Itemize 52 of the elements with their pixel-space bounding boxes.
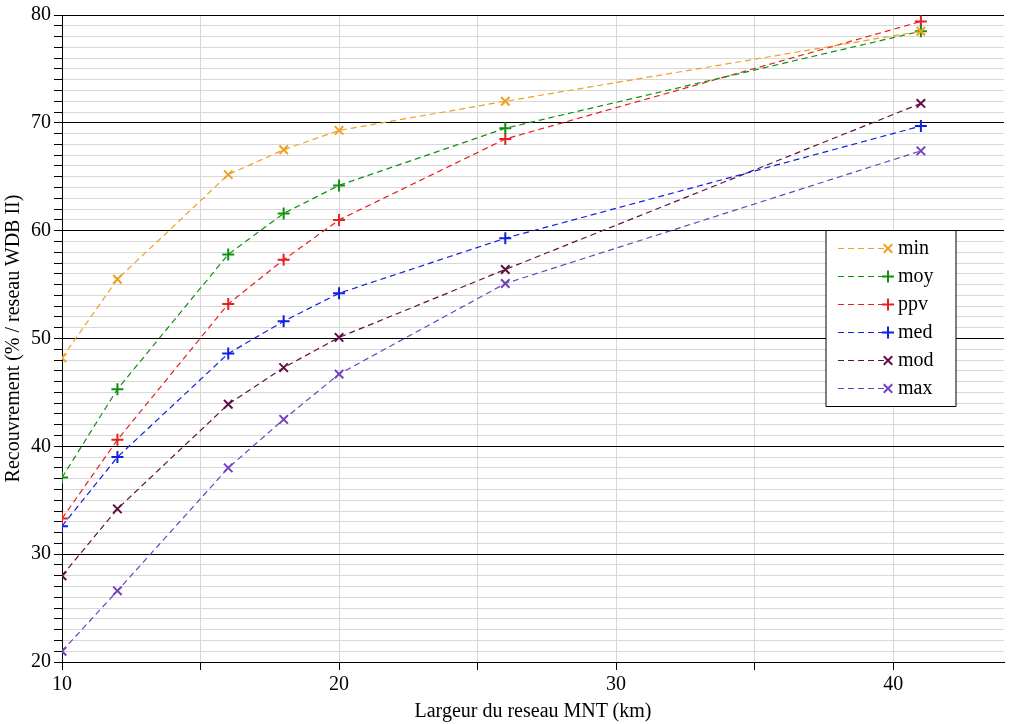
y-tick-label: 20: [31, 649, 51, 672]
point: [915, 145, 927, 157]
point: [332, 178, 347, 193]
point: [332, 286, 347, 301]
point: [278, 362, 289, 373]
point: [221, 346, 236, 361]
y-tick-label: 50: [31, 325, 51, 348]
point: [913, 119, 928, 134]
point: [112, 585, 123, 597]
point: [332, 212, 347, 227]
point: [110, 450, 125, 465]
point: [221, 296, 236, 311]
point: [498, 121, 513, 136]
legend-label: max: [898, 375, 933, 398]
legend-label: min: [898, 235, 930, 258]
point: [333, 368, 345, 380]
point: [498, 132, 513, 147]
point: [333, 332, 345, 343]
point: [222, 399, 234, 410]
y-axis-title: Recouvrement (% / reseau WDB II): [1, 194, 25, 483]
point: [221, 247, 236, 262]
legend-label: mod: [898, 347, 934, 370]
x-tick-label: 30: [606, 672, 627, 695]
point: [500, 96, 511, 107]
x-tick-label: 10: [52, 672, 72, 695]
point: [915, 98, 927, 109]
y-tick-label: 60: [31, 217, 51, 240]
point: [500, 278, 511, 289]
x-tick-label: 40: [883, 672, 904, 695]
x-tick-label: 20: [329, 672, 350, 695]
y-tick-label: 70: [31, 110, 51, 133]
legend-label: ppv: [898, 291, 928, 315]
point: [333, 125, 345, 136]
point: [276, 252, 291, 267]
legend-label: med: [898, 319, 933, 342]
x-axis-title: Largeur du reseau MNT (km): [414, 699, 652, 723]
point: [278, 414, 289, 425]
point: [222, 169, 234, 180]
point: [278, 144, 289, 156]
legend-label: moy: [898, 263, 934, 287]
point: [110, 432, 125, 447]
point: [498, 231, 513, 246]
y-tick-label: 30: [31, 541, 51, 564]
point: [222, 462, 234, 474]
point: [112, 503, 123, 515]
y-tick-label: 40: [31, 433, 51, 456]
point: [110, 382, 125, 397]
point: [112, 273, 123, 285]
point: [276, 206, 291, 221]
point: [276, 314, 291, 329]
point: [500, 264, 511, 275]
y-tick-label: 80: [31, 2, 51, 25]
